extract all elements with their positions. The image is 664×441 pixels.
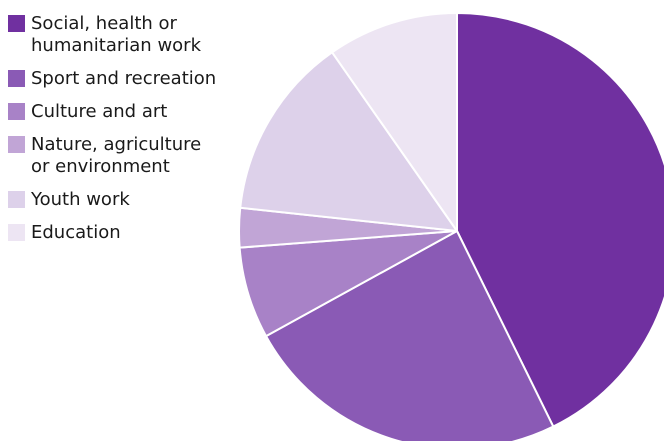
pie-plot [0, 0, 664, 441]
pie-chart: Social, health or humanitarian work Sport … [0, 0, 664, 441]
